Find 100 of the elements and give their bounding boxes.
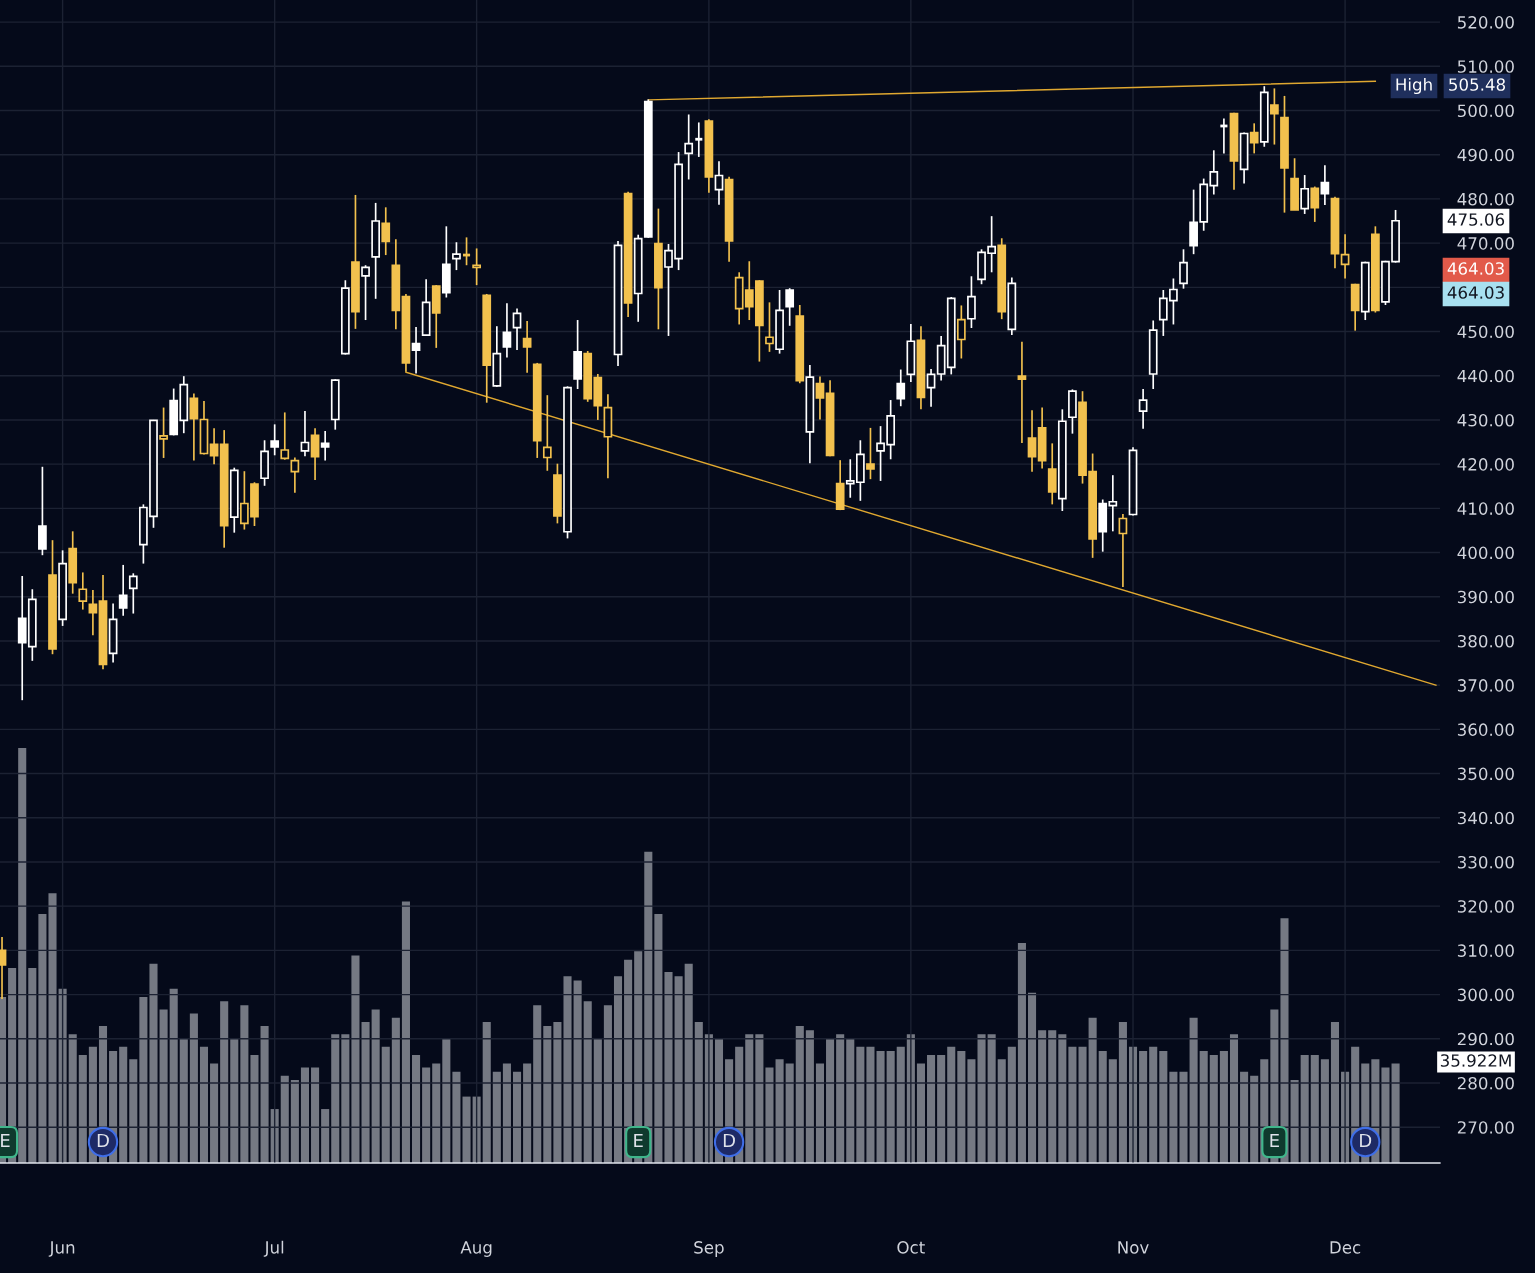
bar (1068, 1046, 1077, 1163)
candlestick (300, 410, 310, 458)
y-tick-label: 360.00 (1457, 723, 1514, 736)
x-tick-label: Dec (1330, 1241, 1361, 1254)
bar (613, 976, 623, 1163)
y-tick-label: 470.00 (1457, 237, 1514, 250)
bar (785, 1063, 794, 1163)
bar (896, 1046, 905, 1163)
x-tick-label: Nov (1118, 1241, 1149, 1254)
y-tick-label: 500.00 (1457, 104, 1514, 118)
bar (1250, 1075, 1259, 1163)
bar (381, 1046, 390, 1163)
candlestick (290, 456, 300, 494)
y-tick-label: 270.00 (1457, 1121, 1514, 1134)
y-tick-label: 290.00 (1457, 1032, 1514, 1046)
bar (78, 1055, 87, 1163)
bar (119, 1046, 128, 1163)
bar (1088, 1017, 1097, 1163)
candlestick (1179, 248, 1188, 290)
y-tick-label: 480.00 (1457, 192, 1514, 206)
bar (654, 914, 663, 1163)
candlestick (1118, 513, 1128, 588)
bar (1038, 1030, 1047, 1163)
bar (331, 1034, 340, 1163)
bar (1118, 1021, 1127, 1163)
bar (603, 1005, 612, 1163)
bar (432, 1063, 441, 1163)
bar (210, 1063, 219, 1163)
bar (412, 1055, 421, 1163)
bar (1027, 992, 1037, 1163)
bar (462, 1096, 471, 1163)
x-tick-label: Jun (48, 1241, 75, 1257)
bar (684, 963, 693, 1163)
text: 464.03 (1447, 262, 1504, 275)
bar (28, 967, 37, 1163)
candlestick (684, 113, 694, 181)
bar (371, 1009, 380, 1163)
text: 475.06 (1447, 213, 1505, 226)
bar (321, 1109, 330, 1163)
bar (1159, 1050, 1168, 1163)
bar (351, 955, 360, 1163)
candlestick (1249, 122, 1259, 155)
bar (523, 1063, 532, 1163)
candlestick (522, 320, 532, 374)
bar (452, 1071, 461, 1163)
candlestick (1310, 185, 1320, 223)
y-tick-label: 310.00 (1457, 944, 1514, 957)
bar (927, 1055, 936, 1163)
y-tick-label: 520.00 (1457, 16, 1514, 29)
bar (68, 1034, 77, 1163)
bar (836, 1034, 845, 1163)
bar (1098, 1050, 1107, 1163)
bar (674, 976, 683, 1163)
candlestick (693, 121, 704, 158)
bar (1320, 1059, 1329, 1163)
bar (159, 1009, 168, 1163)
x-tick-label: Sep (694, 1241, 724, 1257)
bar (48, 893, 57, 1163)
bar (38, 914, 47, 1163)
bar (1179, 1071, 1188, 1163)
annotation: D (97, 1133, 109, 1148)
candlestick (320, 430, 330, 462)
bar (250, 1055, 259, 1163)
annotation: D (1360, 1133, 1372, 1148)
bar (1058, 1034, 1067, 1163)
bar (1391, 1063, 1400, 1163)
bar (997, 1059, 1006, 1163)
bar (240, 1005, 249, 1163)
y-tick-label: 280.00 (1457, 1076, 1514, 1090)
y-tick-label: 320.00 (1457, 900, 1514, 913)
bar (1017, 943, 1026, 1163)
y-tick-label: 410.00 (1457, 502, 1514, 515)
candlestick (866, 427, 875, 481)
bar (1219, 1050, 1228, 1163)
bar (583, 1001, 592, 1163)
bar (149, 963, 158, 1163)
bar (1300, 1055, 1309, 1163)
bar (543, 1026, 552, 1163)
y-tick-label: 370.00 (1457, 679, 1514, 692)
candlestick (88, 589, 98, 637)
annotation: D (723, 1133, 735, 1148)
candlestick (502, 302, 512, 359)
bar (300, 1067, 309, 1163)
bar (765, 1067, 774, 1163)
x-tick-label: Aug (460, 1241, 492, 1257)
bar (361, 1021, 370, 1163)
bar (1381, 1067, 1390, 1163)
candlestick (926, 368, 936, 408)
bar (260, 1026, 269, 1163)
candlestick (1027, 409, 1037, 473)
bar (1108, 1059, 1117, 1163)
candlestick (381, 206, 391, 256)
bar (553, 1021, 562, 1163)
bar (664, 972, 673, 1163)
candlestick (361, 264, 370, 321)
x-tick-label: Jul (263, 1240, 284, 1257)
bar (442, 1038, 451, 1163)
bar (826, 1038, 835, 1163)
bar (573, 980, 582, 1163)
bar (987, 1034, 996, 1163)
